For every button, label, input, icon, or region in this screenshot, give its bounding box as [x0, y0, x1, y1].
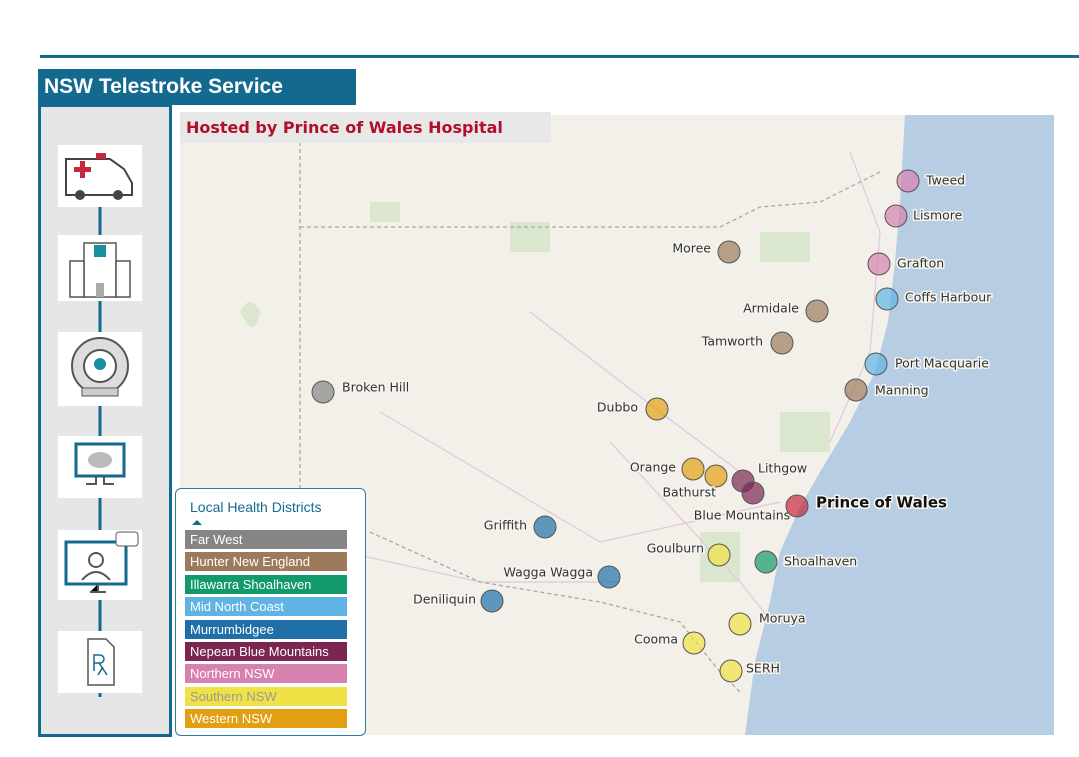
site-marker — [311, 380, 335, 404]
legend-item: Southern NSW — [185, 686, 347, 706]
legend-item: Murrumbidgee — [185, 619, 347, 639]
legend-item: Illawarra Shoalhaven — [185, 574, 347, 594]
site-label: Manning — [875, 383, 929, 398]
site-markers: Tweed Lismore Grafton Coffs Harbour Port Mac… — [311, 169, 994, 683]
site-marker — [704, 464, 728, 488]
site-label: Deniliquin — [413, 592, 476, 607]
site-label: Bathurst — [662, 485, 716, 500]
site-label: Grafton — [897, 256, 944, 271]
site-marker — [770, 331, 794, 355]
legend-item: Western NSW — [185, 709, 347, 729]
site-label: Cooma — [634, 632, 678, 647]
site-label: Lismore — [913, 208, 963, 223]
site-label: Prince of Wales — [816, 494, 947, 512]
site-label: Moree — [672, 241, 711, 256]
site-marker — [805, 299, 829, 323]
site-label: Moruya — [759, 611, 806, 626]
site-marker — [681, 457, 705, 481]
site-label: Broken Hill — [342, 380, 409, 395]
map-subtitle: Hosted by Prince of Wales Hospital — [180, 112, 551, 143]
site-label: Lithgow — [758, 461, 807, 476]
site-label: Wagga Wagga — [504, 565, 593, 580]
site-marker — [480, 589, 504, 613]
site-marker — [728, 612, 752, 636]
legend-item: Mid North Coast — [185, 597, 347, 617]
video-call-icon — [58, 530, 142, 600]
site-marker — [864, 352, 888, 376]
site-marker — [533, 515, 557, 539]
site-label: Armidale — [743, 301, 799, 316]
header-rule — [40, 55, 1079, 58]
site-marker — [645, 397, 669, 421]
site-marker — [717, 240, 741, 264]
site-label: Dubbo — [597, 400, 638, 415]
site-label: Shoalhaven — [784, 554, 857, 569]
site-marker — [741, 481, 765, 505]
site-marker — [682, 631, 706, 655]
legend-item: Hunter New England — [185, 552, 347, 572]
site-marker — [896, 169, 920, 193]
site-label: Goulburn — [647, 541, 704, 556]
site-label: Tweed — [925, 173, 965, 188]
site-label: Griffith — [484, 518, 527, 533]
scanner-icon — [58, 332, 142, 406]
site-label: Coffs Harbour — [905, 290, 992, 305]
site-marker — [754, 550, 778, 574]
site-marker — [719, 659, 743, 683]
site-label: Orange — [630, 460, 676, 475]
sort-caret — [192, 520, 202, 525]
legend-item: Northern NSW — [185, 664, 347, 684]
site-label: Blue Mountains — [694, 508, 790, 523]
site-marker — [884, 204, 908, 228]
legend-title: Local Health Districts — [190, 499, 322, 515]
hospital-icon — [58, 235, 142, 301]
site-marker — [597, 565, 621, 589]
page-title: NSW Telestroke Service — [38, 69, 356, 105]
site-label: Tamworth — [701, 334, 763, 349]
workflow-panel — [38, 104, 172, 737]
site-marker — [875, 287, 899, 311]
ambulance-icon — [58, 145, 142, 207]
legend: Local Health Districts Far West Hunter Ne… — [175, 488, 366, 736]
workflow-icons — [58, 145, 142, 697]
legend-item: Nepean Blue Mountains — [185, 642, 347, 661]
site-marker — [707, 543, 731, 567]
site-label: SERH — [746, 661, 780, 676]
site-marker — [867, 252, 891, 276]
legend-item: Far West — [185, 530, 347, 549]
site-marker — [785, 494, 809, 518]
site-marker — [844, 378, 868, 402]
site-label: Port Macquarie — [895, 356, 989, 371]
monitor-icon — [58, 436, 142, 498]
prescription-icon — [58, 631, 142, 693]
